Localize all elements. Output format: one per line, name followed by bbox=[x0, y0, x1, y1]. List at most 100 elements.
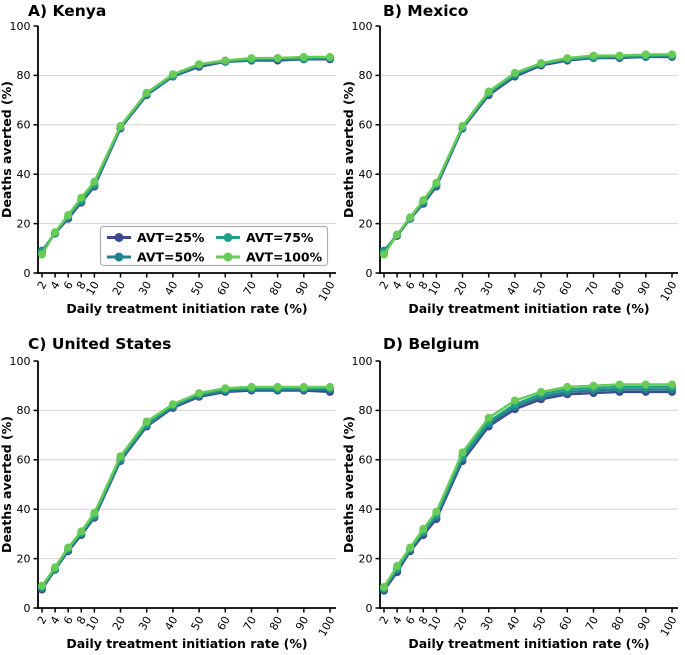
data-point bbox=[380, 250, 388, 259]
x-tick-label: 80 bbox=[609, 279, 627, 298]
data-point bbox=[273, 382, 282, 391]
data-point bbox=[51, 563, 60, 572]
y-tick-label: 0 bbox=[366, 602, 373, 615]
x-tick-label: 70 bbox=[241, 279, 259, 298]
x-tick-label: 20 bbox=[110, 279, 128, 298]
y-tick-label: 80 bbox=[17, 404, 31, 417]
data-point bbox=[432, 178, 441, 187]
series-line-avt-50 bbox=[382, 388, 672, 591]
data-point bbox=[90, 508, 99, 517]
data-point bbox=[64, 211, 73, 219]
data-point bbox=[668, 380, 676, 389]
data-point bbox=[142, 88, 151, 97]
y-tick-label: 60 bbox=[359, 454, 373, 467]
x-tick-label: 10 bbox=[84, 614, 102, 633]
y-tick-label: 80 bbox=[359, 404, 373, 417]
data-point bbox=[563, 54, 572, 63]
data-point bbox=[142, 417, 151, 426]
panel-title: A) Kenya bbox=[28, 2, 106, 20]
data-point bbox=[393, 562, 402, 570]
y-axis-label: Deaths averted (%) bbox=[342, 416, 356, 553]
panel-mexico: 0 20 40 60 80 100 2 4 6 8 10 20 30 40 50 60 70 80 90 100 B) … bbox=[342, 0, 685, 327]
data-point bbox=[484, 413, 493, 422]
x-tick-label: 90 bbox=[635, 614, 653, 633]
data-point bbox=[510, 68, 519, 77]
y-tick-label: 20 bbox=[359, 552, 373, 565]
data-point bbox=[299, 52, 308, 61]
y-tick-label: 80 bbox=[17, 69, 31, 82]
y-tick-label: 60 bbox=[17, 119, 31, 132]
x-tick-label: 100 bbox=[658, 279, 680, 304]
y-tick-label: 80 bbox=[359, 69, 373, 82]
x-axis-label: Daily treatment initiation rate (%) bbox=[408, 301, 649, 316]
y-tick-label: 0 bbox=[366, 267, 373, 280]
x-tick-label: 10 bbox=[84, 279, 102, 298]
x-tick-label: 50 bbox=[188, 279, 206, 298]
panel-united-states: 0 20 40 60 80 100 2 4 6 8 10 20 30 40 50 60 70 80 90 100 C) … bbox=[0, 327, 342, 655]
panel-title: C) United States bbox=[28, 335, 171, 353]
y-tick-label: 40 bbox=[17, 503, 31, 516]
x-tick-label: 40 bbox=[504, 614, 522, 633]
x-tick-label: 40 bbox=[162, 279, 180, 298]
data-point bbox=[221, 384, 230, 393]
series-line-avt-100 bbox=[41, 385, 330, 587]
y-tick-label: 60 bbox=[359, 119, 373, 132]
data-point bbox=[615, 380, 624, 389]
legend: AVT=25% AVT=50% AVT=75% AVT=100% bbox=[99, 225, 329, 267]
x-tick-label: 30 bbox=[136, 614, 154, 633]
x-tick-label: 40 bbox=[162, 614, 180, 633]
x-tick-label: 20 bbox=[110, 614, 128, 633]
x-tick-label: 80 bbox=[609, 614, 627, 633]
data-point bbox=[589, 51, 598, 60]
y-axis-label: Deaths averted (%) bbox=[0, 81, 14, 218]
y-tick-label: 20 bbox=[17, 552, 31, 565]
x-axis-label: Daily treatment initiation rate (%) bbox=[66, 636, 307, 651]
legend-marker-point bbox=[114, 233, 124, 242]
x-tick-label: 20 bbox=[452, 279, 470, 298]
data-point bbox=[458, 122, 467, 130]
x-tick-label: 60 bbox=[557, 279, 575, 298]
data-point bbox=[563, 382, 572, 391]
legend-label: AVT=25% bbox=[137, 230, 205, 245]
series-line-avt-75 bbox=[41, 387, 330, 588]
data-point bbox=[458, 448, 467, 457]
series-line-avt-100 bbox=[382, 53, 672, 256]
y-tick-label: 20 bbox=[17, 217, 31, 230]
legend-label: AVT=100% bbox=[246, 249, 323, 264]
legend-marker-point bbox=[223, 233, 233, 242]
data-point bbox=[615, 51, 624, 60]
panel-title: B) Mexico bbox=[383, 2, 468, 20]
y-axis-label: Deaths averted (%) bbox=[342, 81, 356, 218]
x-tick-label: 30 bbox=[478, 614, 496, 633]
x-axis-label: Daily treatment initiation rate (%) bbox=[408, 636, 649, 651]
data-point bbox=[484, 87, 493, 96]
series-line-avt-50 bbox=[41, 56, 331, 252]
x-tick-label: 10 bbox=[426, 614, 444, 633]
legend-label: AVT=75% bbox=[246, 230, 314, 245]
series-line-avt-25 bbox=[40, 389, 331, 591]
data-point bbox=[116, 122, 125, 130]
data-point bbox=[247, 382, 256, 391]
y-tick-label: 100 bbox=[352, 355, 373, 368]
x-tick-label: 30 bbox=[136, 279, 154, 298]
data-point bbox=[641, 50, 650, 59]
series-line-avt-75 bbox=[383, 54, 672, 253]
data-point bbox=[168, 70, 177, 79]
data-point bbox=[393, 230, 402, 239]
y-tick-label: 40 bbox=[359, 168, 373, 181]
x-tick-label: 50 bbox=[530, 614, 548, 633]
legend-box bbox=[99, 225, 329, 267]
x-tick-label: 100 bbox=[316, 614, 338, 639]
data-point bbox=[77, 193, 86, 202]
y-tick-label: 40 bbox=[17, 168, 31, 181]
data-point bbox=[589, 381, 598, 390]
x-tick-label: 90 bbox=[293, 279, 311, 298]
series-line-avt-25 bbox=[383, 55, 672, 252]
x-tick-label: 50 bbox=[188, 614, 206, 633]
legend-marker-point bbox=[114, 252, 124, 262]
y-tick-label: 0 bbox=[24, 602, 31, 615]
data-point bbox=[668, 50, 676, 59]
series-line-avt-100 bbox=[382, 383, 672, 588]
x-tick-label: 80 bbox=[267, 614, 285, 633]
